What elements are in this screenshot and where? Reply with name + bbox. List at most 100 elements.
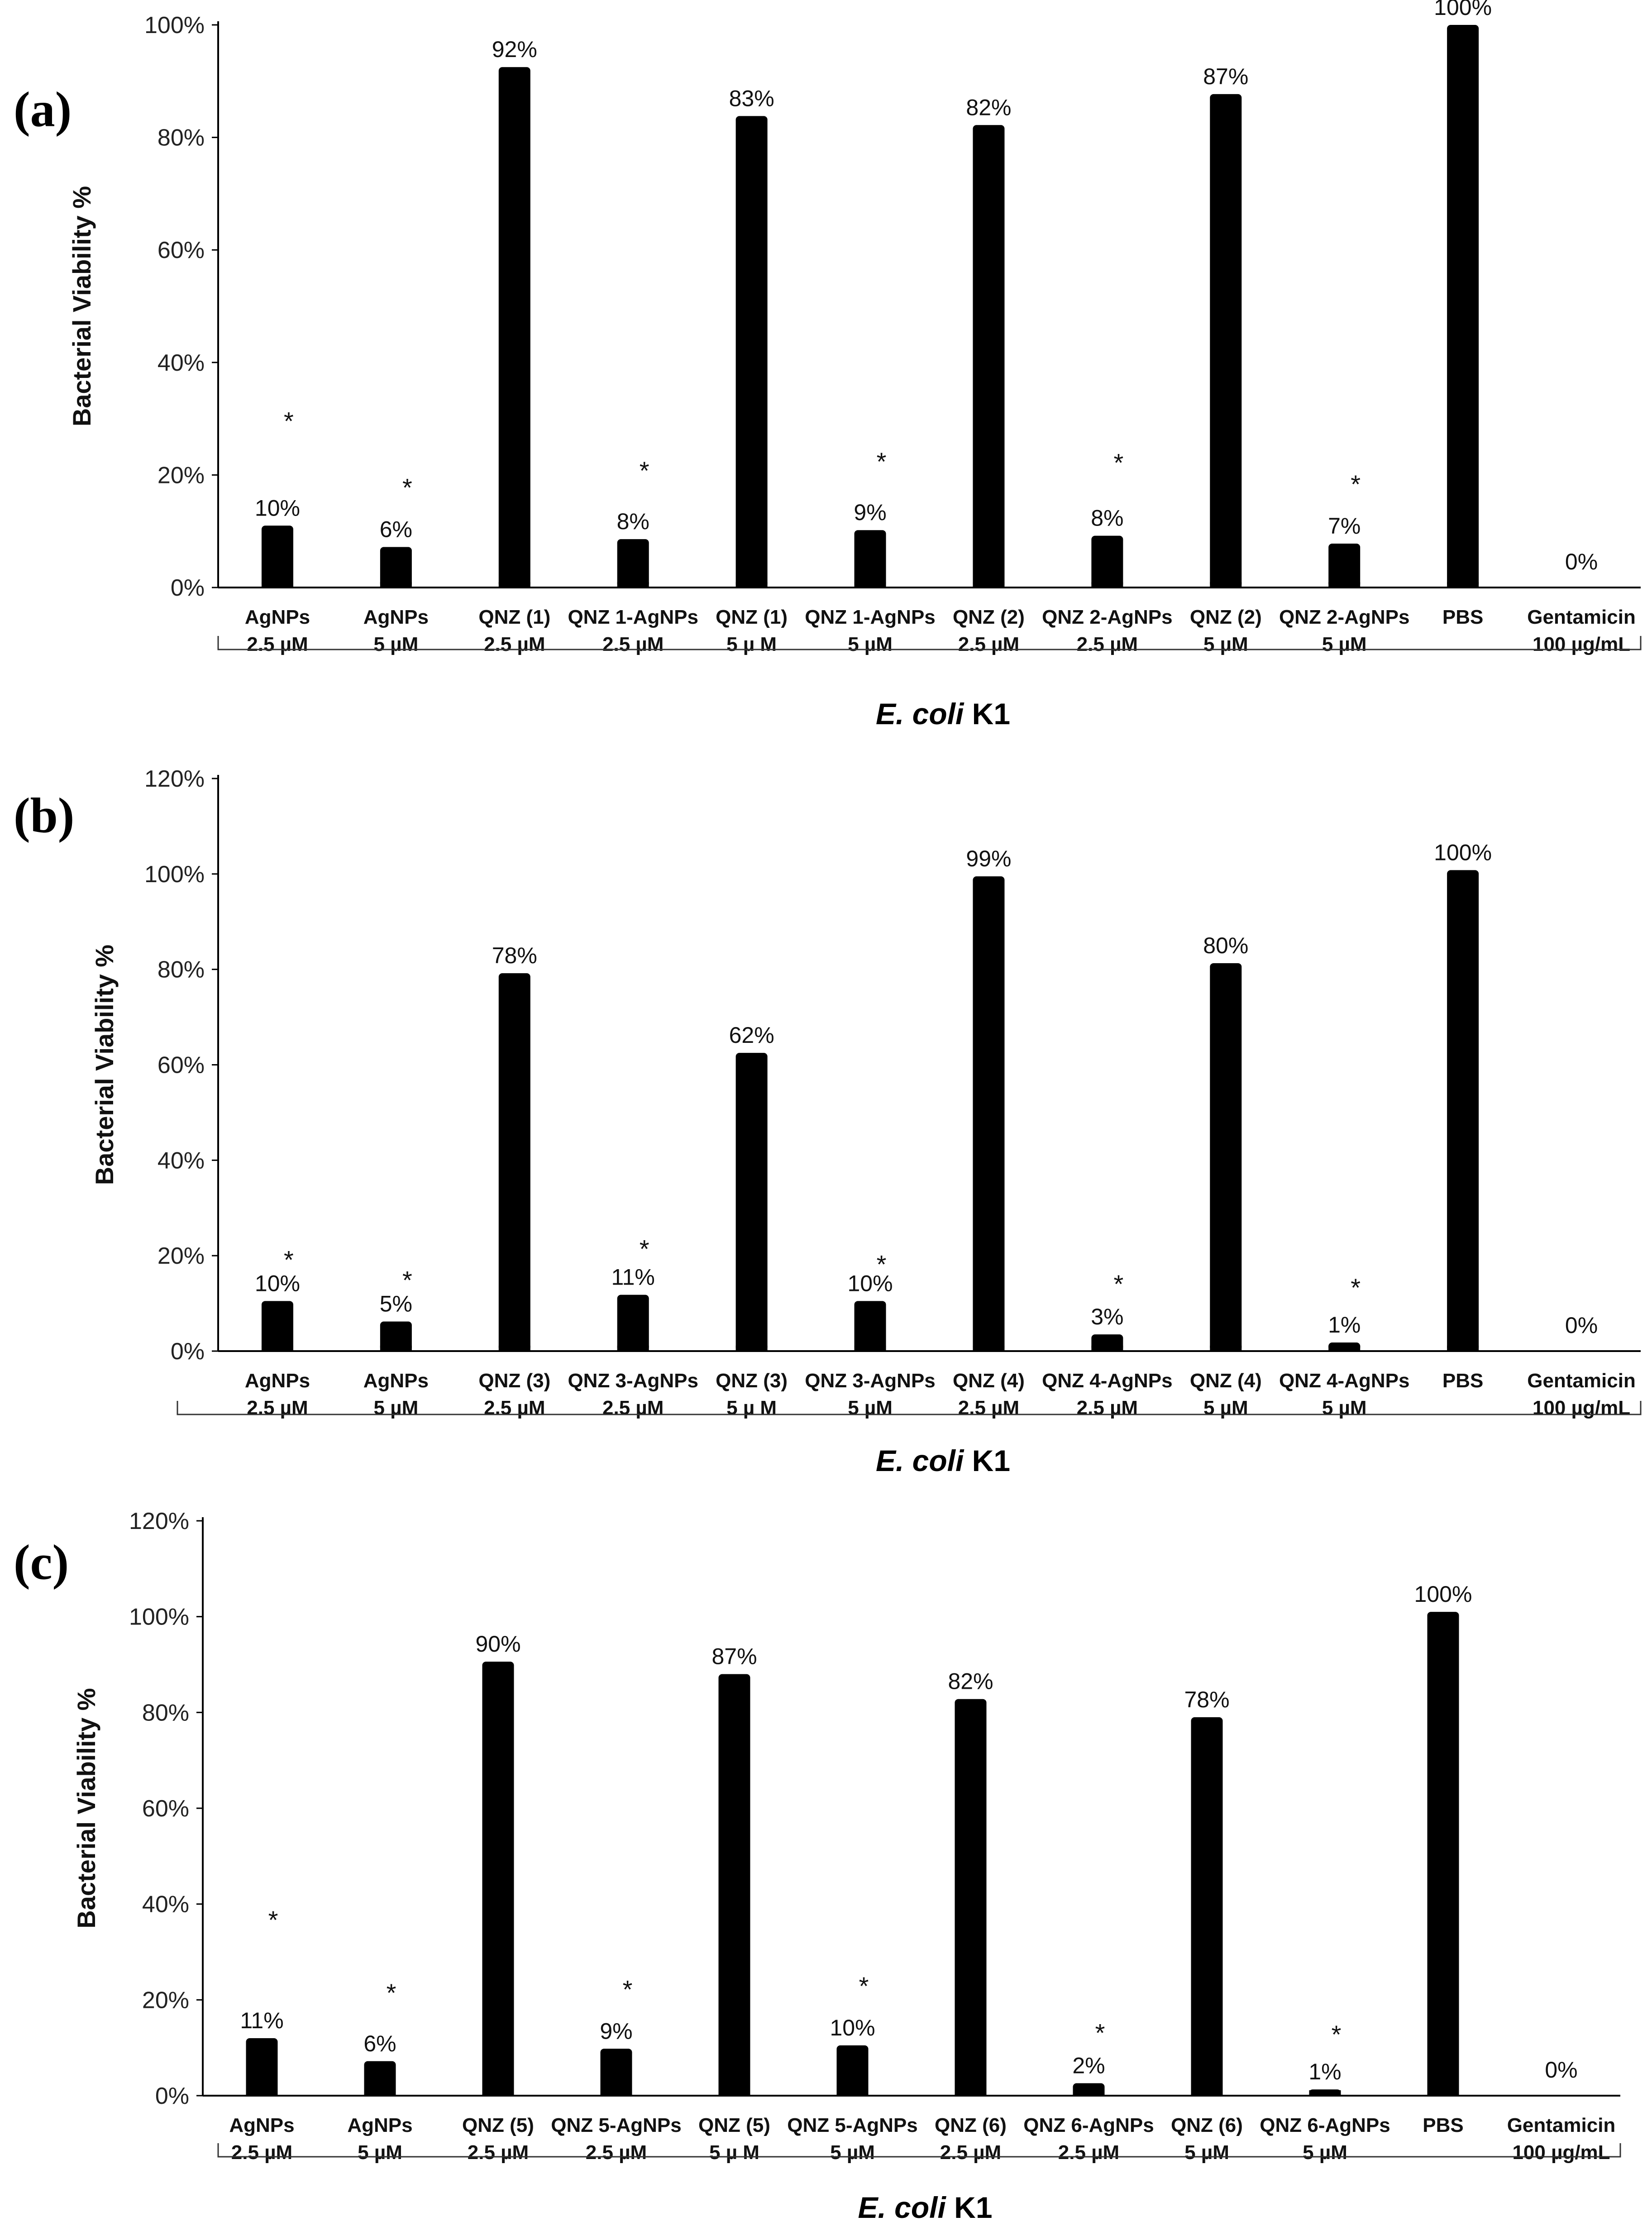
x-tick-sublabel: 2.5 µM — [602, 1397, 664, 1419]
bar — [836, 2045, 869, 2096]
bar-base — [261, 582, 293, 588]
bar — [854, 530, 886, 588]
x-tick-label: AgNPs — [245, 1370, 310, 1392]
bar — [1328, 544, 1361, 588]
y-tick-label: 20% — [158, 462, 205, 488]
bar-base — [498, 1346, 530, 1351]
data-label: 0% — [1545, 2057, 1577, 2083]
significance-star: * — [402, 473, 412, 502]
x-tick-sublabel: 5 µM — [1203, 1397, 1248, 1419]
panel-letter: (b) — [14, 788, 74, 843]
group-bracket — [217, 636, 1642, 650]
x-tick-sublabel: 2.5 µM — [468, 2141, 529, 2164]
y-tick-label: 100% — [129, 1604, 189, 1630]
bar-base — [482, 2090, 514, 2096]
x-tick-label: QNZ 1-AgNPs — [568, 606, 698, 628]
x-tick-label: QNZ 3-AgNPs — [568, 1370, 698, 1392]
bar-base — [1073, 2090, 1105, 2096]
bar — [973, 125, 1005, 588]
x-tick-sublabel: 2.5 µM — [1077, 1397, 1138, 1419]
organism-genus: E. coli — [876, 1444, 964, 1477]
data-label: 100% — [1434, 0, 1492, 20]
x-tick-sublabel: 5 µM — [1322, 633, 1367, 655]
significance-star: * — [1113, 1270, 1123, 1298]
data-label: 6% — [380, 517, 412, 542]
x-tick-label: QNZ (5) — [698, 2114, 770, 2136]
data-label: 10% — [255, 1271, 300, 1296]
x-tick-label: QNZ (3) — [716, 1370, 788, 1392]
bar-base — [1210, 582, 1242, 588]
data-label: 9% — [854, 500, 886, 525]
bar — [1191, 1717, 1223, 2096]
bar-base — [836, 2090, 869, 2096]
significance-star: * — [1332, 2020, 1342, 2049]
x-tick-sublabel: 5 µ M — [709, 2141, 759, 2164]
organism-genus: E. coli — [858, 2191, 946, 2224]
data-label: 1% — [1308, 2059, 1341, 2084]
bar-base — [854, 582, 886, 588]
y-tick-label: 120% — [144, 766, 205, 792]
x-tick-label: QNZ 5-AgNPs — [787, 2114, 917, 2136]
data-label: 0% — [1565, 549, 1598, 574]
bar-base — [498, 582, 530, 588]
y-axis-label: Bacterial Viability % — [72, 1688, 100, 1928]
y-tick-label: 80% — [158, 125, 205, 151]
data-label: 6% — [363, 2031, 396, 2056]
x-tick-sublabel: 2.5 µM — [602, 633, 664, 655]
x-tick-label: QNZ (1) — [478, 606, 550, 628]
bar — [380, 547, 412, 588]
x-tick-label: QNZ (6) — [935, 2114, 1007, 2136]
x-tick-sublabel: 5 µ M — [726, 1397, 777, 1419]
bar-base — [1210, 1346, 1242, 1351]
chart-panel-b: (b) 0% 20% 40% 60% 80% 100% 120% Bacterial Viabi… — [14, 766, 1642, 1477]
significance-star: * — [1113, 449, 1123, 477]
significance-star: * — [284, 406, 294, 435]
data-label: 87% — [1203, 64, 1248, 89]
bar-base — [600, 2090, 632, 2096]
organism-strain: K1 — [964, 1444, 1010, 1477]
x-tick-label: QNZ 6-AgNPs — [1023, 2114, 1154, 2136]
significance-star: * — [623, 1975, 633, 2003]
x-tick-label: QNZ 5-AgNPs — [551, 2114, 681, 2136]
x-tick-label: AgNPs — [245, 606, 310, 628]
x-tick-sublabel: 100 µg/mL — [1533, 1397, 1630, 1419]
data-label: 11% — [240, 2008, 283, 2033]
x-tick-sublabel: 2.5 µM — [940, 2141, 1001, 2164]
significance-star: * — [1351, 470, 1361, 498]
bar — [1210, 94, 1242, 588]
bar-base — [854, 1346, 886, 1351]
x-tick-sublabel: 5 µM — [1322, 1397, 1367, 1419]
significance-star: * — [268, 1906, 278, 1934]
bar-base — [1328, 1346, 1361, 1351]
bar — [261, 1301, 293, 1351]
bar-base — [973, 1346, 1005, 1351]
x-tick-label: QNZ (2) — [953, 606, 1025, 628]
x-tick-label: QNZ 4-AgNPs — [1279, 1370, 1409, 1392]
bar — [600, 2049, 632, 2096]
x-tick-sublabel: 2.5 µM — [231, 2141, 292, 2164]
data-label: 87% — [711, 1644, 757, 1669]
bar-base — [380, 582, 412, 588]
bar — [973, 876, 1005, 1351]
x-tick-sublabel: 5 µM — [358, 2141, 402, 2164]
x-tick-label: QNZ 2-AgNPs — [1042, 606, 1172, 628]
x-tick-label: QNZ 6-AgNPs — [1260, 2114, 1390, 2136]
bar-base — [1091, 1346, 1123, 1351]
significance-star: * — [402, 1266, 412, 1295]
data-label: 0% — [1565, 1313, 1598, 1338]
data-label: 7% — [1328, 513, 1361, 539]
bar — [380, 1321, 412, 1351]
y-tick-label: 0% — [171, 575, 205, 601]
bar-base — [1309, 2090, 1341, 2096]
bar — [735, 1053, 768, 1351]
y-tick-label: 40% — [142, 1892, 189, 1918]
x-axis-label: E. coli K1 — [876, 1444, 1010, 1477]
bar — [735, 116, 768, 588]
x-tick-label: Gentamicin — [1527, 1370, 1636, 1392]
bar-base — [1447, 582, 1479, 588]
data-label: 8% — [617, 509, 649, 534]
data-label: 1% — [1328, 1312, 1361, 1338]
data-label: 83% — [729, 86, 774, 111]
y-tick-label: 60% — [158, 1052, 205, 1079]
bar-base — [617, 1346, 649, 1351]
